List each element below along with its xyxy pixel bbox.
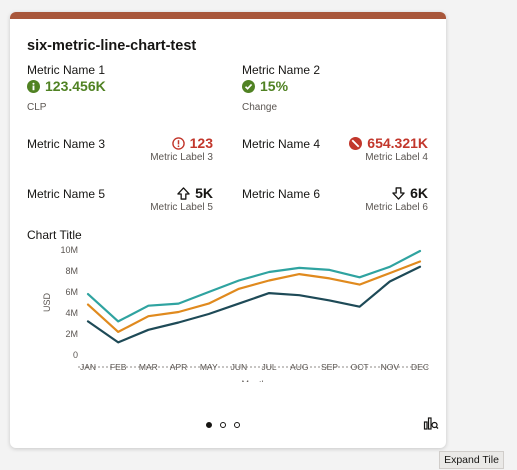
metric-6-name: Metric Name 6: [242, 187, 321, 201]
y-tick-label: 4M: [65, 308, 78, 318]
tile-title: six-metric-line-chart-test: [27, 38, 197, 54]
check-circle-icon: [242, 79, 255, 93]
y-tick-label: 2M: [65, 329, 78, 339]
warning-circle-icon: [171, 136, 185, 150]
metric-6-label: Metric Label 6: [365, 202, 428, 213]
series-line-3: [86, 265, 422, 344]
y-tick-label: 8M: [65, 266, 78, 276]
metric-1-name: Metric Name 1: [27, 63, 106, 77]
x-tick-label: OCT: [351, 362, 369, 372]
x-tick-label: NOV: [381, 362, 400, 372]
x-tick-label: SEP: [321, 362, 338, 372]
y-axis-label: USD: [42, 293, 52, 313]
metric-4-value: 654.321K: [367, 135, 428, 151]
metric-4-value-group: 654.321K: [349, 135, 428, 151]
chart-view-button[interactable]: [420, 412, 442, 434]
y-tick-label: 0: [73, 350, 78, 360]
metric-2-name: Metric Name 2: [242, 63, 321, 77]
metric-1-value-group: 123.456K: [27, 78, 106, 94]
page-indicator: [206, 422, 240, 428]
metric-tile: six-metric-line-chart-test Metric Name 1…: [10, 12, 446, 448]
page-dot-3[interactable]: [234, 422, 240, 428]
info-icon: [27, 79, 40, 93]
blocked-icon: [349, 136, 363, 150]
page-dot-2[interactable]: [220, 422, 226, 428]
y-tick-label: 6M: [65, 287, 78, 297]
x-tick-label: MAR: [139, 362, 158, 372]
tile-accent-bar: [10, 12, 446, 19]
x-tick-label: MAY: [200, 362, 218, 372]
metric-5-label: Metric Label 5: [150, 202, 213, 213]
metric-5-value-group: 5K: [177, 185, 213, 201]
expand-tile-tooltip: Expand Tile: [439, 451, 504, 469]
metric-1-value: 123.456K: [45, 78, 106, 94]
x-axis-label: Month: [241, 379, 266, 382]
series-line-1: [86, 249, 422, 323]
metric-4-label: Metric Label 4: [365, 152, 428, 163]
x-tick-label: AUG: [290, 362, 308, 372]
x-tick-label: JAN: [80, 362, 96, 372]
metric-3-value-group: 123: [171, 135, 213, 151]
series-line-2: [86, 260, 422, 334]
metric-3-label: Metric Label 3: [150, 152, 213, 163]
metric-5-name: Metric Name 5: [27, 187, 106, 201]
metric-2-value: 15%: [260, 78, 289, 94]
metric-6-value: 6K: [410, 185, 428, 201]
metric-3-name: Metric Name 3: [27, 137, 106, 151]
metric-2-value-group: 15%: [242, 78, 288, 94]
x-tick-label: APR: [170, 362, 187, 372]
arrow-down-icon: [392, 186, 405, 200]
chart-title: Chart Title: [27, 228, 82, 242]
metric-1-label: CLP: [27, 102, 47, 113]
metric-4-name: Metric Name 4: [242, 137, 321, 151]
metric-5-value: 5K: [195, 185, 213, 201]
x-tick-label: FEB: [110, 362, 127, 372]
page-dot-1[interactable]: [206, 422, 212, 428]
x-tick-label: DEC: [411, 362, 429, 372]
metric-3-value: 123: [189, 135, 213, 151]
arrow-up-icon: [177, 186, 190, 200]
chart-view-icon: [423, 417, 439, 430]
metric-2-label: Change: [242, 102, 278, 113]
metric-6-value-group: 6K: [392, 185, 428, 201]
x-tick-label: JUL: [262, 362, 277, 372]
y-tick-label: 10M: [60, 245, 78, 255]
line-chart: 0 2M 4M 6M 8M 10M USD JAN FEB MAR APR MAY JUN JUL AUG S…: [42, 245, 430, 382]
x-tick-label: JUN: [231, 362, 248, 372]
